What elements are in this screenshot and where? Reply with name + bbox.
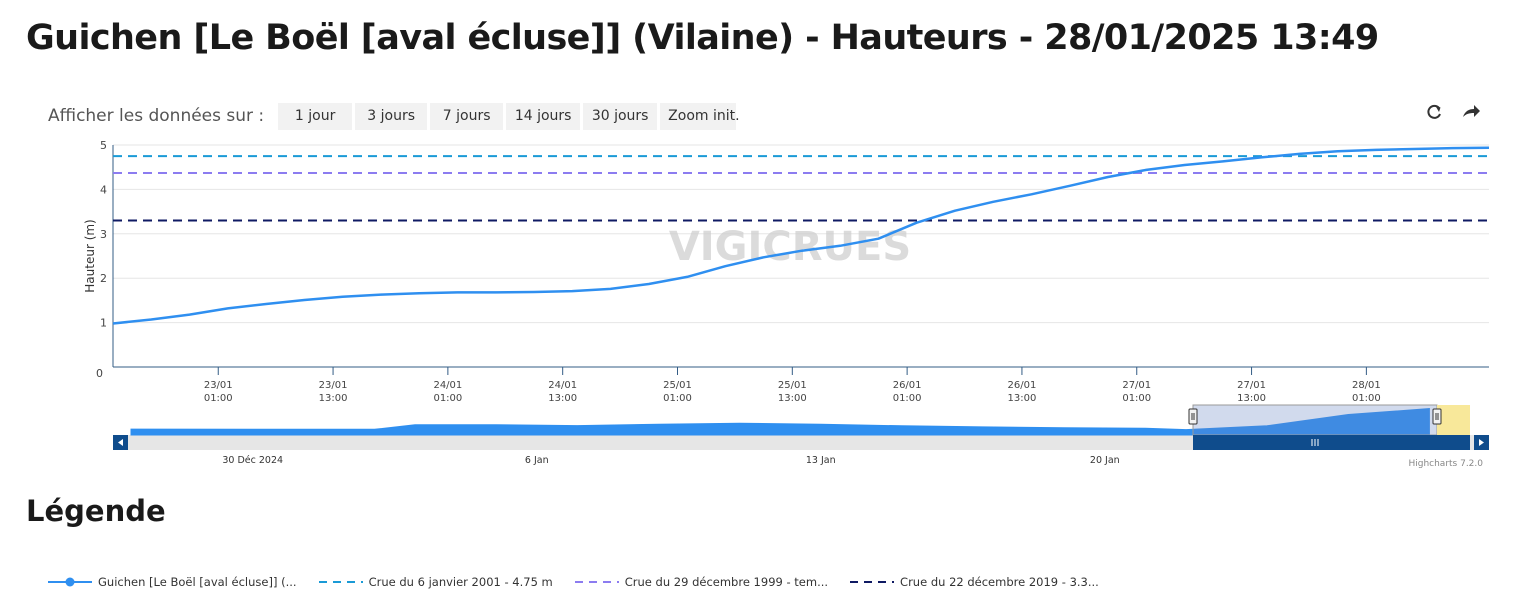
x-tick-label-date: 25/01 xyxy=(778,380,807,391)
y-tick-label: 0 xyxy=(96,367,103,380)
range-30-days-button[interactable]: 30 jours xyxy=(583,102,658,130)
navigator-date-label: 20 Jan xyxy=(1090,455,1120,466)
y-tick-label: 5 xyxy=(100,139,107,152)
zoom-reset-button[interactable]: Zoom init. xyxy=(660,102,740,130)
x-tick-label-time: 13:00 xyxy=(319,393,348,404)
y-tick-label: 3 xyxy=(100,228,107,241)
y-tick-label: 2 xyxy=(100,272,107,285)
share-icon[interactable] xyxy=(1460,101,1482,123)
y-tick-label: 1 xyxy=(100,317,107,330)
x-tick-label-time: 01:00 xyxy=(1352,393,1381,404)
x-tick-label-date: 23/01 xyxy=(319,380,348,391)
legend-dash-icon xyxy=(850,581,895,583)
chart: 0 1 2 3 4 5 Hauteur (m) VIGICRUES 23/01 01:00 23/0… xyxy=(83,139,1490,469)
navigator-scrollbar-track[interactable] xyxy=(113,435,1489,450)
x-tick-label-time: 01:00 xyxy=(204,393,233,404)
x-tick-label-date: 24/01 xyxy=(548,380,577,391)
navigator-scrollbar-thumb[interactable] xyxy=(1193,435,1470,450)
arrow-left-icon xyxy=(118,439,123,446)
navigator-date-label: 30 Déc 2024 xyxy=(222,455,283,466)
legend-item-label: Crue du 22 décembre 2019 - 3.3... xyxy=(900,575,1099,589)
legend-item-guichen[interactable]: Guichen [Le Boël [aval écluse]] (... xyxy=(48,575,297,589)
navigator-selection[interactable] xyxy=(1192,404,1438,436)
range-14-days-button[interactable]: 14 jours xyxy=(506,102,581,130)
legend-dash-icon xyxy=(318,581,363,583)
range-3-days-button[interactable]: 3 jours xyxy=(355,102,428,130)
y-axis-label: Hauteur (m) xyxy=(83,219,97,292)
range-1-day-button[interactable]: 1 jour xyxy=(278,102,353,130)
navigator-handle-right[interactable] xyxy=(1432,408,1442,425)
range-selector-label: Afficher les données sur : xyxy=(48,106,265,126)
navigator-future-zone xyxy=(1437,405,1470,435)
x-tick-label-date: 24/01 xyxy=(433,380,462,391)
watermark-logo: VIGICRUES xyxy=(669,224,911,270)
x-tick-label-date: 26/01 xyxy=(1008,380,1037,391)
legend-item-crue-2019[interactable]: Crue du 22 décembre 2019 - 3.3... xyxy=(850,575,1099,589)
x-tick-label-time: 13:00 xyxy=(1008,393,1037,404)
x-tick-label-date: 25/01 xyxy=(663,380,692,391)
x-tick-label-time: 13:00 xyxy=(1237,393,1266,404)
x-tick-label-date: 27/01 xyxy=(1122,380,1151,391)
credits-label[interactable]: Highcharts 7.2.0 xyxy=(1408,459,1483,469)
legend-item-crue-1999[interactable]: Crue du 29 décembre 1999 - tem... xyxy=(574,575,829,589)
legend-item-crue-2001[interactable]: Crue du 6 janvier 2001 - 4.75 m xyxy=(318,575,553,589)
navigator-series-area xyxy=(130,408,1430,436)
legend-item-label: Guichen [Le Boël [aval écluse]] (... xyxy=(98,575,297,589)
x-tick-label-time: 01:00 xyxy=(893,393,922,404)
arrow-right-icon xyxy=(1479,439,1484,446)
x-tick-label-time: 01:00 xyxy=(433,393,462,404)
x-tick-label-time: 01:00 xyxy=(1122,393,1151,404)
refresh-icon[interactable] xyxy=(1423,101,1445,123)
x-tick-label-time: 13:00 xyxy=(548,393,577,404)
range-selector: Afficher les données sur : 1 jour 3 jour… xyxy=(48,102,740,130)
range-7-days-button[interactable]: 7 jours xyxy=(430,102,504,130)
x-tick-label-date: 27/01 xyxy=(1237,380,1266,391)
navigator-date-label: 13 Jan xyxy=(806,455,836,466)
page-title: Guichen [Le Boël [aval écluse]] (Vilaine… xyxy=(26,18,1379,58)
series-line xyxy=(112,146,1490,325)
x-tick-label-date: 23/01 xyxy=(204,380,233,391)
navigator-handle-left[interactable] xyxy=(1188,408,1198,425)
legend-item-label: Crue du 29 décembre 1999 - tem... xyxy=(624,575,829,589)
y-tick-label: 4 xyxy=(100,183,107,196)
legend-item-label: Crue du 6 janvier 2001 - 4.75 m xyxy=(368,575,553,589)
x-tick-label-date: 26/01 xyxy=(893,380,922,391)
navigator-date-label: 6 Jan xyxy=(525,455,549,466)
legend-line-marker-icon xyxy=(48,577,92,587)
legend: Guichen [Le Boël [aval écluse]] (... Cru… xyxy=(48,572,1121,592)
x-tick-label-time: 13:00 xyxy=(778,393,807,404)
legend-title: Légende xyxy=(26,494,166,528)
x-tick-label-time: 01:00 xyxy=(663,393,692,404)
legend-dash-icon xyxy=(574,581,619,583)
x-tick-label-date: 28/01 xyxy=(1352,380,1381,391)
